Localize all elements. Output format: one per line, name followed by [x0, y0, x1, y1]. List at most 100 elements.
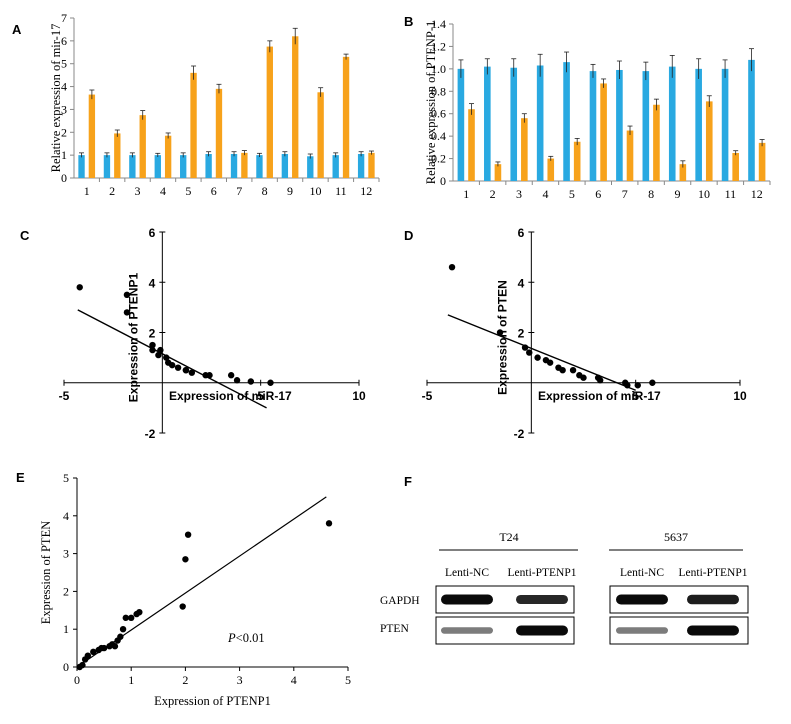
bar — [357, 154, 365, 178]
x-tick-label: -5 — [422, 389, 433, 403]
data-point — [157, 346, 164, 354]
data-point — [90, 648, 97, 656]
y-tick-label: 0.4 — [431, 129, 446, 143]
bar — [521, 118, 528, 181]
x-tick-label: 8 — [648, 187, 654, 201]
bar — [256, 155, 263, 178]
y-tick-label: -2 — [145, 427, 156, 441]
blot-band — [516, 594, 568, 605]
bar — [732, 152, 739, 181]
bar — [266, 46, 273, 179]
y-axis-label: Relative expression of PTENP-1 — [424, 21, 438, 185]
x-tick-label: 10 — [698, 187, 710, 201]
data-point — [534, 354, 541, 361]
x-tick-label: 5 — [257, 389, 264, 403]
bar — [695, 68, 702, 181]
data-point — [649, 379, 656, 386]
bar — [190, 72, 197, 178]
y-tick-label: 5 — [61, 57, 67, 71]
lane-label: Lenti-NC — [620, 567, 664, 579]
data-point — [122, 614, 129, 622]
x-tick-label: 1 — [463, 187, 469, 201]
bar — [230, 154, 238, 178]
x-tick-label: 7 — [236, 184, 242, 198]
western-blot-f: T24 Lenti-NC Lenti-PTENP1 5637 Lenti-NC … — [380, 530, 749, 645]
data-point — [149, 346, 156, 354]
x-tick-label: 7 — [622, 187, 628, 201]
bar — [332, 155, 339, 178]
blot-band — [441, 627, 493, 634]
data-point — [155, 351, 162, 359]
bar — [139, 115, 146, 178]
data-point — [76, 284, 83, 291]
data-point — [117, 633, 124, 640]
y-tick-label: 5 — [63, 471, 69, 485]
x-tick-label: 4 — [291, 673, 297, 687]
p-value-annotation: P<0.01 — [227, 631, 265, 645]
x-tick-label: 9 — [675, 187, 681, 201]
data-point — [521, 344, 529, 351]
y-tick-label: 1.4 — [431, 17, 446, 31]
data-point — [526, 349, 533, 356]
panel-label-b: B — [404, 14, 413, 29]
x-tick-label: 2 — [182, 673, 188, 687]
x-tick-label: 3 — [237, 673, 243, 687]
bar — [368, 152, 375, 178]
bar — [679, 164, 687, 181]
data-point — [559, 366, 566, 374]
data-point — [233, 377, 241, 384]
data-point — [111, 643, 119, 650]
bar — [457, 68, 465, 181]
x-tick-label: 5 — [569, 187, 575, 201]
x-tick-label: 12 — [360, 184, 372, 198]
bar — [589, 71, 597, 181]
y-tick-label: 1 — [63, 622, 69, 636]
y-tick-label: 3 — [61, 102, 67, 116]
data-point — [136, 608, 143, 616]
y-tick-label: 4 — [149, 276, 156, 290]
y-tick-label: 2 — [149, 327, 156, 341]
data-point — [448, 263, 456, 271]
y-tick-label: 2 — [518, 327, 525, 341]
y-tick-label: 4 — [518, 276, 525, 290]
blot-band — [616, 594, 668, 605]
bar — [642, 71, 650, 181]
x-tick-label: 3 — [135, 184, 141, 198]
x-tick-label: 11 — [725, 187, 737, 201]
y-tick-label: 6 — [149, 226, 156, 240]
p-symbol: P — [227, 631, 236, 645]
x-tick-label: 9 — [287, 184, 293, 198]
data-point — [123, 309, 131, 316]
y-tick-label: 4 — [61, 80, 67, 94]
data-point — [325, 520, 333, 527]
data-point — [179, 603, 186, 610]
blot-band — [616, 627, 668, 634]
y-tick-label: 7 — [61, 11, 67, 25]
bar — [88, 94, 96, 178]
data-point — [206, 372, 213, 379]
x-tick-label: 10 — [733, 389, 747, 403]
bar — [510, 67, 518, 181]
data-point — [79, 661, 86, 669]
data-point — [546, 359, 554, 366]
panel-label-f: F — [404, 474, 412, 489]
lane-label: Lenti-PTENP1 — [508, 567, 577, 579]
x-tick-label: 10 — [309, 184, 321, 198]
bar — [626, 130, 634, 181]
y-tick-label: -2 — [514, 427, 525, 441]
data-point — [184, 531, 192, 538]
x-tick-label: 5 — [185, 184, 191, 198]
bar — [307, 156, 314, 178]
x-tick-label: 11 — [335, 184, 347, 198]
bar — [205, 154, 212, 178]
y-tick-label: 1.0 — [431, 62, 446, 76]
blot-band — [687, 594, 739, 605]
bar — [547, 158, 555, 181]
y-tick-label: 6 — [518, 226, 525, 240]
y-axis-label: Expression of PTENP1 — [126, 273, 140, 403]
bar — [164, 135, 172, 178]
y-tick-label: 4 — [63, 509, 69, 523]
x-tick-label: 1 — [128, 673, 134, 687]
data-point — [569, 366, 577, 374]
